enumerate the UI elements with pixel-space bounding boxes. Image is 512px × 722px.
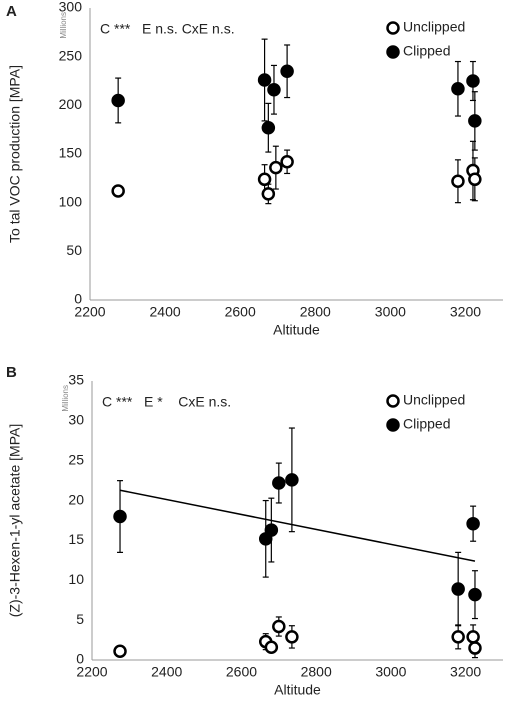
x-tick-label: 3000 [375,304,406,320]
panel-label: A [6,3,17,20]
marker [466,74,480,88]
y-tick-label: 0 [76,651,84,667]
marker [451,82,465,96]
marker [113,509,127,524]
y-tick-label: 50 [66,242,82,258]
y-tick-label: 30 [68,412,84,428]
marker [267,83,281,97]
marker [285,473,299,487]
x-tick-label: 2800 [301,664,332,680]
legend-label: Clipped [403,43,450,59]
marker [285,630,299,644]
legend-label: Clipped [403,416,450,432]
marker [466,630,480,644]
x-tick-label: 2600 [225,304,256,320]
marker [257,172,272,187]
y-tick-label: 100 [59,193,83,209]
x-tick-label: 2400 [150,304,181,320]
marker [264,523,279,537]
marker [468,641,482,655]
panel-label: B [6,364,17,381]
legend-marker [386,418,400,432]
y-axis-label: To tal VOC production [MPA] [7,65,23,243]
marker [257,73,272,87]
x-axis-label: Altitude [273,322,320,338]
x-tick-label: 2400 [151,664,182,680]
marker [261,120,276,135]
y-tick-label: 250 [59,47,83,63]
legend-marker [386,394,400,408]
marker [111,184,125,198]
y-tick-label: 35 [68,372,84,388]
y-unit: Millions [61,385,70,412]
marker [451,582,465,596]
marker [280,64,294,79]
y-unit: Millions [59,12,68,39]
x-tick-label: 2200 [76,664,107,680]
chart-panel: 0 50 100 150 200 250 300 2200 2400 2600 2800 3000 32… [6,0,503,338]
marker [264,640,279,654]
x-tick-label: 2800 [300,304,331,320]
legend-label: Unclipped [403,19,465,35]
x-tick-label: 3000 [375,664,406,680]
marker [113,644,127,658]
marker [272,619,286,634]
y-tick-label: 5 [76,611,84,627]
marker [468,114,482,128]
y-tick-label: 25 [68,451,84,467]
x-tick-label: 2200 [74,304,105,320]
y-tick-label: 10 [68,571,84,587]
y-tick-label: 150 [59,145,83,161]
marker [451,174,465,189]
marker [451,630,465,644]
y-tick-label: 300 [59,0,83,15]
annotation: C *** E n.s. CxE n.s. [100,21,235,37]
marker [111,93,125,108]
trendline [119,489,476,562]
x-tick-label: 2600 [226,664,257,680]
y-tick-label: 15 [68,531,84,547]
annotation: C *** E * CxE n.s. [102,394,231,410]
x-axis-label: Altitude [274,682,321,698]
x-tick-label: 3200 [450,304,481,320]
marker [468,172,482,187]
marker [261,187,276,201]
chart-panel: 0 5 10 15 20 25 30 35 2200 2400 2600 2800 3000 3200 Al… [6,364,503,698]
y-axis-label: (Z)-3-Hexen-1-yl acetate [MPA] [7,424,23,617]
legend-marker [386,21,400,35]
marker [466,516,480,531]
legend-marker [386,45,400,59]
y-tick-label: 0 [74,291,82,307]
marker [468,587,482,602]
y-tick-label: 200 [59,96,83,112]
marker [269,160,283,175]
marker [272,476,286,490]
marker [280,155,294,169]
x-tick-label: 3200 [450,664,481,680]
y-tick-label: 20 [68,491,84,507]
legend-label: Unclipped [403,392,465,408]
